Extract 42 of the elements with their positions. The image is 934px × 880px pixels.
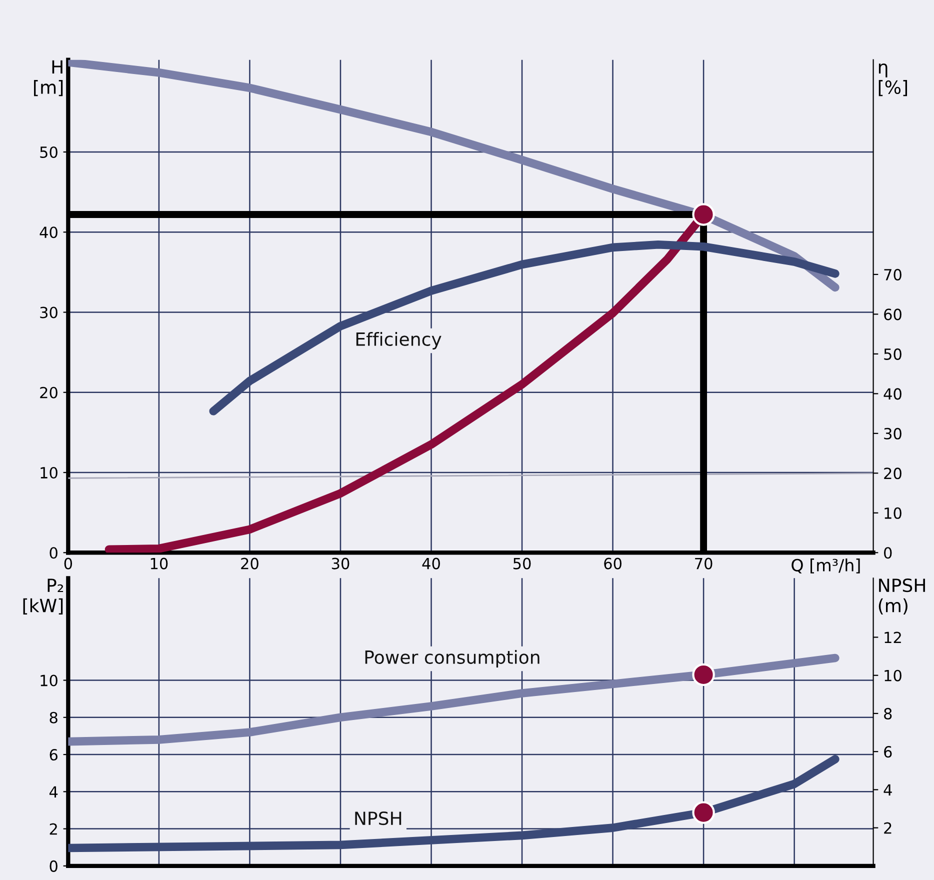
annotation: Power consumption bbox=[365, 650, 540, 668]
y2-tick-label: 70 bbox=[884, 268, 902, 280]
y2-tick-label: 10 bbox=[884, 670, 902, 682]
y2-tick-label: 4 bbox=[884, 784, 892, 796]
y-tick-label: 40 bbox=[40, 226, 58, 238]
y2-axis-title: η [%] bbox=[878, 63, 908, 96]
x-tick-label: 30 bbox=[332, 558, 350, 570]
y-axis-title: P₂ [kW] bbox=[23, 578, 64, 614]
y2-tick-label: 0 bbox=[884, 547, 892, 559]
y-tick-label: 6 bbox=[50, 748, 58, 761]
y-tick-label: 0 bbox=[50, 547, 58, 559]
annotation: NPSH bbox=[355, 811, 402, 826]
x-tick-label: 60 bbox=[604, 558, 622, 570]
y-tick-label: 30 bbox=[40, 306, 58, 318]
y2-tick-label: 20 bbox=[884, 468, 902, 480]
x-tick-label: 40 bbox=[422, 558, 440, 570]
y2-tick-label: 50 bbox=[884, 348, 902, 360]
y-tick-label: 4 bbox=[49, 786, 58, 798]
x-tick-label: 0 bbox=[64, 558, 72, 570]
y2-tick-label: 8 bbox=[884, 708, 892, 720]
y2-tick-label: 60 bbox=[884, 308, 902, 320]
y2-tick-label: 12 bbox=[884, 632, 901, 644]
y-axis-title: H [m] bbox=[34, 60, 63, 96]
y-tick-label: 8 bbox=[50, 712, 58, 724]
y2-tick-label: 2 bbox=[884, 822, 892, 834]
annotation: Efficiency bbox=[356, 332, 442, 350]
y2-tick-label: 10 bbox=[884, 507, 902, 519]
y-tick-label: 50 bbox=[40, 146, 58, 158]
x-axis-title: Q [m³/h] bbox=[792, 558, 860, 574]
x-tick-label: 10 bbox=[150, 558, 168, 570]
y-tick-label: 10 bbox=[40, 466, 58, 479]
y2-tick-label: 30 bbox=[884, 428, 902, 440]
y-tick-label: 20 bbox=[40, 386, 58, 398]
y-tick-label: 2 bbox=[50, 823, 57, 835]
y2-axis-title: NPSH (m) bbox=[878, 578, 925, 614]
x-tick-label: 70 bbox=[695, 558, 712, 570]
y2-tick-label: 40 bbox=[884, 388, 902, 400]
y-tick-label: 10 bbox=[40, 674, 58, 686]
y2-tick-label: 6 bbox=[884, 746, 892, 758]
x-tick-label: 50 bbox=[513, 558, 531, 570]
y-tick-label: 0 bbox=[50, 860, 58, 872]
x-tick-label: 20 bbox=[241, 558, 258, 570]
